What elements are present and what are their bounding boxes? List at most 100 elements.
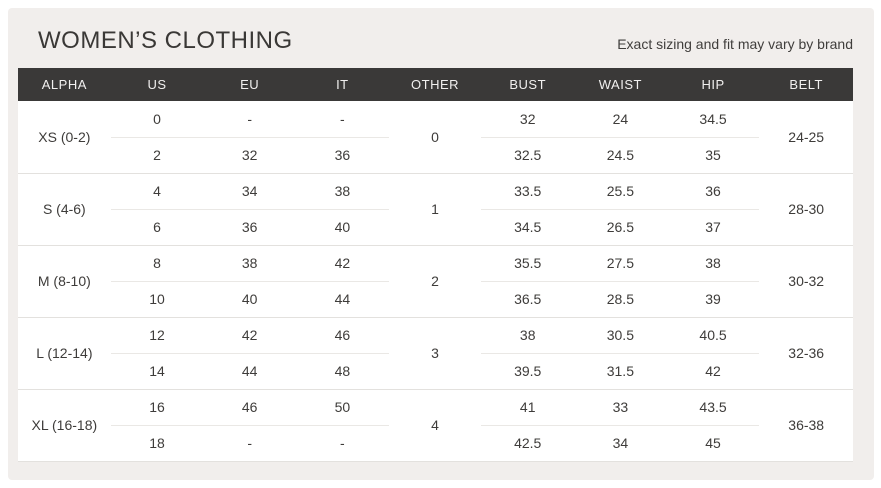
size-group-s: S (4-6) 4 34 38 1 33.5 25.5 36 28-30 6 3… — [18, 173, 853, 245]
us-size-cell: 12 — [110, 317, 204, 354]
it-size-cell: 38 — [296, 173, 389, 210]
waist-measure-cell: 33 — [574, 389, 667, 426]
it-size-cell: - — [340, 435, 345, 451]
it-size-cell: 46 — [296, 317, 389, 354]
us-size-cell: 10 — [149, 291, 165, 307]
other-size-cell: 0 — [431, 128, 439, 145]
column-header-waist: WAIST — [574, 68, 667, 101]
eu-size-cell: 32 — [241, 147, 258, 163]
table-header-row: ALPHA US EU IT OTHER BUST WAIST HIP BELT — [18, 68, 853, 101]
other-size-cell: 3 — [431, 345, 439, 361]
us-size-cell: 0 — [110, 101, 204, 138]
it-size-cell: 40 — [334, 219, 351, 235]
size-alpha-cell: S (4-6) — [42, 201, 86, 217]
table-row: S (4-6) 4 34 38 1 33.5 25.5 36 28-30 — [18, 173, 853, 217]
eu-size-cell: 46 — [203, 389, 297, 426]
hip-measure-cell: 45 — [705, 435, 721, 451]
eu-size-cell: 34 — [203, 173, 297, 210]
table-row: M (8-10) 8 38 42 2 35.5 27.5 38 30-32 — [18, 245, 853, 289]
page-title: WOMEN’S CLOTHING — [38, 27, 293, 54]
column-header-alpha: ALPHA — [18, 68, 111, 101]
column-header-eu: EU — [203, 68, 297, 101]
it-size-cell: 36 — [334, 147, 351, 163]
waist-measure-cell: 24 — [574, 101, 667, 138]
eu-size-cell: 42 — [203, 317, 297, 354]
eu-size-cell: - — [247, 435, 253, 451]
it-size-cell: - — [296, 101, 389, 138]
bust-measure-cell: 41 — [481, 389, 575, 426]
it-size-cell: 48 — [334, 363, 351, 379]
other-size-cell: 2 — [431, 273, 439, 289]
table-row: 6 36 40 34.5 26.5 37 — [18, 209, 853, 245]
sizing-note: Exact sizing and fit may vary by brand — [617, 36, 853, 52]
table-row: L (12-14) 12 42 46 3 38 30.5 40.5 32-36 — [18, 317, 853, 361]
hip-measure-cell: 35 — [705, 147, 721, 163]
other-size-cell: 4 — [431, 417, 439, 433]
hip-measure-cell: 43.5 — [666, 389, 760, 426]
table-row: 18 - - 42.5 34 45 — [18, 425, 853, 461]
it-size-cell: 50 — [296, 389, 389, 426]
hip-measure-cell: 39 — [705, 291, 721, 307]
table-row: 14 44 48 39.5 31.5 42 — [18, 353, 853, 389]
column-header-it: IT — [296, 68, 389, 101]
column-header-belt: BELT — [759, 68, 853, 101]
eu-size-cell: 38 — [203, 245, 297, 282]
eu-size-cell: 44 — [241, 363, 258, 379]
bust-measure-cell: 42.5 — [514, 435, 542, 451]
column-header-hip: HIP — [666, 68, 760, 101]
waist-measure-cell: 26.5 — [606, 219, 634, 235]
us-size-cell: 2 — [153, 147, 161, 163]
hip-measure-cell: 34.5 — [666, 101, 760, 138]
column-header-other: OTHER — [388, 68, 482, 101]
belt-size-cell: 36-38 — [788, 417, 825, 433]
bust-measure-cell: 38 — [481, 317, 575, 354]
it-size-cell: 42 — [296, 245, 389, 282]
size-group-xl: XL (16-18) 16 46 50 4 41 33 43.5 36-38 1… — [18, 389, 853, 461]
bust-measure-cell: 39.5 — [514, 363, 542, 379]
size-alpha-cell: XS (0-2) — [38, 128, 91, 145]
eu-size-cell: 40 — [241, 291, 258, 307]
size-group-xs: XS (0-2) 0 - - 0 32 24 34.5 24-25 2 32 3… — [18, 101, 853, 173]
belt-size-cell: 24-25 — [788, 128, 825, 145]
us-size-cell: 18 — [149, 435, 165, 451]
waist-measure-cell: 28.5 — [606, 291, 634, 307]
bust-measure-cell: 35.5 — [481, 245, 575, 282]
us-size-cell: 14 — [149, 363, 165, 379]
eu-size-cell: 36 — [241, 219, 258, 235]
us-size-cell: 16 — [110, 389, 204, 426]
belt-size-cell: 30-32 — [788, 273, 825, 289]
bust-measure-cell: 33.5 — [481, 173, 575, 210]
column-header-us: US — [110, 68, 204, 101]
column-header-bust: BUST — [481, 68, 575, 101]
card-header: WOMEN’S CLOTHING Exact sizing and fit ma… — [18, 21, 853, 55]
waist-measure-cell: 30.5 — [574, 317, 667, 354]
waist-measure-cell: 31.5 — [606, 363, 634, 379]
waist-measure-cell: 34 — [612, 435, 629, 451]
hip-measure-cell: 38 — [666, 245, 760, 282]
hip-measure-cell: 37 — [705, 219, 721, 235]
belt-size-cell: 32-36 — [788, 345, 825, 361]
us-size-cell: 8 — [110, 245, 204, 282]
size-alpha-cell: L (12-14) — [36, 345, 93, 361]
us-size-cell: 4 — [110, 173, 204, 210]
table-row: XL (16-18) 16 46 50 4 41 33 43.5 36-38 — [18, 389, 853, 433]
table-row: 2 32 36 32.5 24.5 35 — [18, 137, 853, 173]
bust-measure-cell: 32.5 — [514, 147, 542, 163]
size-group-m: M (8-10) 8 38 42 2 35.5 27.5 38 30-32 10… — [18, 245, 853, 317]
hip-measure-cell: 36 — [666, 173, 760, 210]
size-alpha-cell: XL (16-18) — [31, 417, 98, 433]
size-chart-table: ALPHA US EU IT OTHER BUST WAIST HIP BELT… — [18, 68, 853, 462]
hip-measure-cell: 42 — [705, 363, 721, 379]
bust-measure-cell: 34.5 — [514, 219, 542, 235]
size-chart-card: WOMEN’S CLOTHING Exact sizing and fit ma… — [8, 8, 874, 480]
waist-measure-cell: 27.5 — [574, 245, 667, 282]
table-row: 10 40 44 36.5 28.5 39 — [18, 281, 853, 317]
us-size-cell: 6 — [153, 219, 161, 235]
it-size-cell: 44 — [334, 291, 351, 307]
table-row: XS (0-2) 0 - - 0 32 24 34.5 24-25 — [18, 101, 853, 145]
waist-measure-cell: 24.5 — [606, 147, 634, 163]
other-size-cell: 1 — [431, 201, 439, 217]
bust-measure-cell: 32 — [481, 101, 575, 138]
bust-measure-cell: 36.5 — [514, 291, 542, 307]
size-alpha-cell: M (8-10) — [37, 273, 91, 289]
